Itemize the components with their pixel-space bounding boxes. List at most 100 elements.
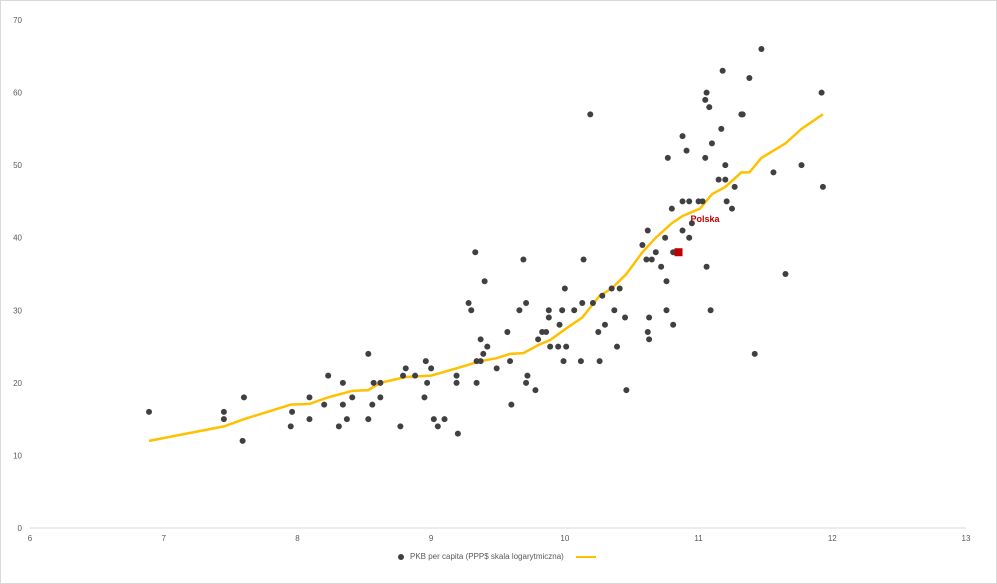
- data-point: [639, 241, 646, 248]
- data-point: [644, 329, 651, 336]
- data-point: [306, 416, 313, 423]
- data-point: [601, 321, 608, 328]
- data-point: [683, 147, 690, 154]
- data-point: [240, 394, 247, 401]
- data-point: [434, 423, 441, 430]
- data-point: [739, 111, 746, 118]
- x-tick-label: 6: [28, 534, 33, 543]
- data-point: [782, 271, 789, 277]
- data-point: [370, 379, 377, 386]
- data-point: [616, 285, 623, 292]
- data-point: [729, 205, 735, 212]
- legend-label-series: PKB per capita (PPP$ skala logarytmiczna…: [410, 552, 564, 561]
- data-point: [599, 292, 606, 299]
- legend: PKB per capita (PPP$ skala logarytmiczna…: [398, 552, 596, 561]
- data-point: [454, 430, 461, 437]
- data-point: [343, 416, 350, 423]
- data-point: [758, 46, 765, 53]
- data-point: [441, 416, 448, 423]
- data-point: [579, 300, 586, 307]
- data-point: [770, 169, 777, 176]
- data-point: [722, 176, 729, 183]
- data-point: [679, 227, 686, 234]
- data-point: [703, 89, 710, 96]
- data-point: [663, 278, 670, 285]
- data-point: [493, 365, 500, 372]
- y-tick-label: 50: [13, 161, 22, 170]
- data-point: [746, 75, 753, 82]
- data-point: [481, 278, 488, 285]
- data-point: [428, 365, 435, 372]
- data-point: [819, 183, 826, 190]
- data-point: [702, 96, 709, 103]
- data-point: [504, 329, 511, 336]
- data-point: [556, 321, 563, 328]
- data-point: [453, 379, 460, 386]
- data-point: [472, 249, 479, 256]
- data-point: [679, 133, 686, 140]
- data-point: [287, 423, 294, 430]
- data-point: [818, 89, 825, 96]
- data-point: [646, 314, 653, 321]
- data-point: [547, 343, 554, 350]
- data-point: [751, 350, 758, 357]
- data-point: [480, 350, 487, 357]
- data-point: [563, 343, 570, 350]
- data-point: [465, 300, 472, 307]
- data-point: [623, 387, 630, 394]
- data-point: [596, 358, 603, 365]
- data-point: [339, 379, 346, 386]
- y-tick-label: 30: [13, 306, 22, 315]
- data-point: [545, 314, 552, 321]
- data-point: [422, 358, 429, 365]
- data-point: [535, 336, 542, 343]
- data-point: [722, 162, 729, 169]
- data-point: [611, 307, 618, 314]
- data-point: [622, 314, 629, 321]
- data-point: [220, 416, 227, 423]
- data-point: [731, 183, 738, 190]
- data-point: [545, 307, 552, 314]
- data-point: [670, 321, 677, 328]
- data-point: [595, 329, 602, 336]
- x-tick-label: 13: [962, 534, 971, 543]
- data-point: [484, 343, 491, 350]
- data-point: [239, 437, 246, 444]
- data-point: [699, 198, 706, 205]
- data-point: [688, 220, 695, 227]
- data-point: [516, 307, 523, 314]
- data-point: [571, 307, 578, 314]
- data-point: [707, 307, 714, 314]
- data-point: [555, 343, 562, 350]
- data-point: [339, 401, 346, 408]
- data-point: [559, 307, 566, 314]
- data-point: [365, 416, 372, 423]
- data-point: [473, 379, 480, 386]
- data-point: [679, 198, 686, 205]
- data-point: [587, 111, 594, 118]
- data-point: [652, 249, 659, 256]
- data-point: [349, 394, 356, 401]
- data-point: [377, 379, 384, 386]
- data-point: [643, 256, 650, 263]
- data-point: [335, 423, 342, 430]
- legend-marker-icon: [398, 553, 404, 560]
- data-point: [402, 365, 409, 372]
- data-point: [543, 329, 550, 336]
- data-point: [577, 358, 584, 365]
- highlight-point-polska: [674, 248, 683, 257]
- data-point: [523, 379, 530, 386]
- y-tick-label: 10: [13, 451, 22, 460]
- data-point: [220, 408, 227, 415]
- y-tick-label: 20: [13, 379, 22, 388]
- data-point: [468, 307, 475, 314]
- y-tick-label: 70: [13, 16, 22, 25]
- data-point: [369, 401, 376, 408]
- data-point: [648, 256, 655, 263]
- data-point: [686, 234, 693, 241]
- x-tick-label: 12: [828, 534, 837, 543]
- data-point: [424, 379, 431, 386]
- data-point: [664, 154, 671, 161]
- data-point: [702, 154, 709, 161]
